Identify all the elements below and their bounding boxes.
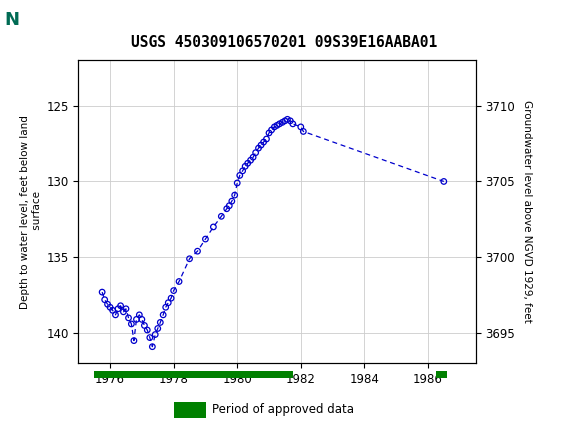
Point <box>217 213 226 220</box>
Point <box>175 278 184 285</box>
Point <box>254 144 263 151</box>
Point <box>185 255 194 262</box>
Point <box>256 141 266 148</box>
Text: USGS: USGS <box>17 13 64 28</box>
Point <box>127 320 136 327</box>
Bar <box>94 371 293 378</box>
Point <box>230 192 240 199</box>
Point <box>135 311 144 318</box>
Point <box>288 120 298 127</box>
Point <box>148 343 157 350</box>
Point <box>121 305 130 312</box>
Point <box>119 308 128 315</box>
Point <box>299 128 308 135</box>
Point <box>241 163 250 170</box>
Point <box>111 311 120 318</box>
Point <box>227 198 237 205</box>
Point <box>100 296 109 303</box>
Point <box>114 305 123 312</box>
Point <box>270 123 279 130</box>
Point <box>153 325 162 332</box>
Point <box>116 302 125 309</box>
Point <box>132 316 141 323</box>
Point <box>243 160 252 167</box>
Y-axis label: Depth to water level, feet below land
 surface: Depth to water level, feet below land su… <box>20 115 42 309</box>
Point <box>238 167 247 174</box>
Bar <box>3 3 55 37</box>
Point <box>164 299 173 306</box>
Point <box>143 326 152 333</box>
Point <box>246 157 255 164</box>
Point <box>106 304 115 311</box>
Point <box>145 334 154 341</box>
Point <box>108 307 117 314</box>
Point <box>222 205 231 212</box>
Point <box>140 322 149 329</box>
Point <box>296 123 306 130</box>
Text: N: N <box>5 12 20 29</box>
Point <box>233 180 242 187</box>
Text: USGS: USGS <box>58 12 109 29</box>
Point <box>97 289 107 295</box>
Point <box>439 178 448 185</box>
Point <box>273 122 282 129</box>
Point <box>267 126 276 133</box>
Point <box>129 337 139 344</box>
Point <box>248 154 258 161</box>
Point <box>137 316 147 323</box>
Point <box>235 172 244 179</box>
Point <box>155 319 165 326</box>
Point <box>262 135 271 142</box>
Point <box>264 129 274 136</box>
Point <box>286 117 295 124</box>
Point <box>209 224 218 230</box>
Text: USGS 450309106570201 09S39E16AABA01: USGS 450309106570201 09S39E16AABA01 <box>131 35 437 50</box>
Point <box>124 314 133 321</box>
Point <box>224 202 234 209</box>
Point <box>251 149 260 156</box>
Y-axis label: Groundwater level above NGVD 1929, feet: Groundwater level above NGVD 1929, feet <box>522 100 532 323</box>
Point <box>201 236 210 243</box>
Point <box>169 287 178 294</box>
Point <box>259 138 268 145</box>
Bar <box>436 371 447 378</box>
Point <box>166 295 176 301</box>
Point <box>278 119 287 126</box>
Point <box>151 331 160 338</box>
Point <box>158 311 168 318</box>
Point <box>275 120 284 127</box>
Bar <box>174 402 206 418</box>
Point <box>103 301 112 308</box>
FancyBboxPatch shape <box>6 4 64 37</box>
Point <box>280 117 289 124</box>
Point <box>193 248 202 255</box>
Point <box>161 304 171 311</box>
Text: Period of approved data: Period of approved data <box>212 403 354 417</box>
Point <box>283 116 292 123</box>
